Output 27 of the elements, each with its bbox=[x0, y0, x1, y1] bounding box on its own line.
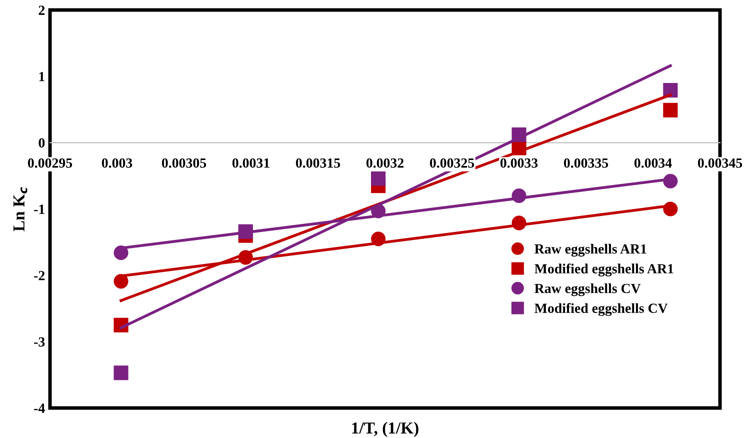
y-tick-label: -4 bbox=[34, 404, 45, 413]
y-tick-label: 2 bbox=[38, 6, 45, 15]
x-tick-label: 0.0034 bbox=[634, 158, 672, 168]
y-tick-label: -3 bbox=[34, 337, 45, 347]
x-tick-label: 0.003 bbox=[102, 158, 132, 168]
y-tick-label: 0 bbox=[38, 138, 45, 148]
x-tick-label: 0.0032 bbox=[366, 158, 404, 168]
x-tick-label: 0.00305 bbox=[162, 158, 206, 168]
legend-label: Modified eggshells CV bbox=[534, 303, 668, 316]
x-tick-label: 0.00345 bbox=[698, 158, 742, 168]
x-tick-label: 0.0031 bbox=[232, 158, 270, 168]
x-axis-title: 1/T, (1/K) bbox=[352, 422, 418, 438]
legend-label: Raw eggshells AR1 bbox=[534, 244, 646, 257]
x-tick-label: 0.00315 bbox=[296, 158, 340, 168]
legend-label: Modified eggshells AR1 bbox=[534, 264, 674, 276]
legend-label: Raw eggshells CV bbox=[534, 283, 641, 296]
x-tick-label: 0.00295 bbox=[28, 158, 72, 168]
point bbox=[371, 171, 386, 186]
point bbox=[114, 366, 128, 380]
y-tick-label: -2 bbox=[34, 270, 45, 280]
x-tick-label: 0.00335 bbox=[564, 158, 608, 168]
y-axis-title: Ln K$_{c}$ bbox=[13, 187, 28, 232]
y-tick-label: -1 bbox=[34, 204, 44, 214]
y-tick-label: 1 bbox=[39, 72, 44, 82]
point bbox=[663, 102, 678, 118]
x-tick-label: 0.0033 bbox=[500, 158, 538, 168]
x-tick-label: 0.00325 bbox=[430, 158, 474, 168]
